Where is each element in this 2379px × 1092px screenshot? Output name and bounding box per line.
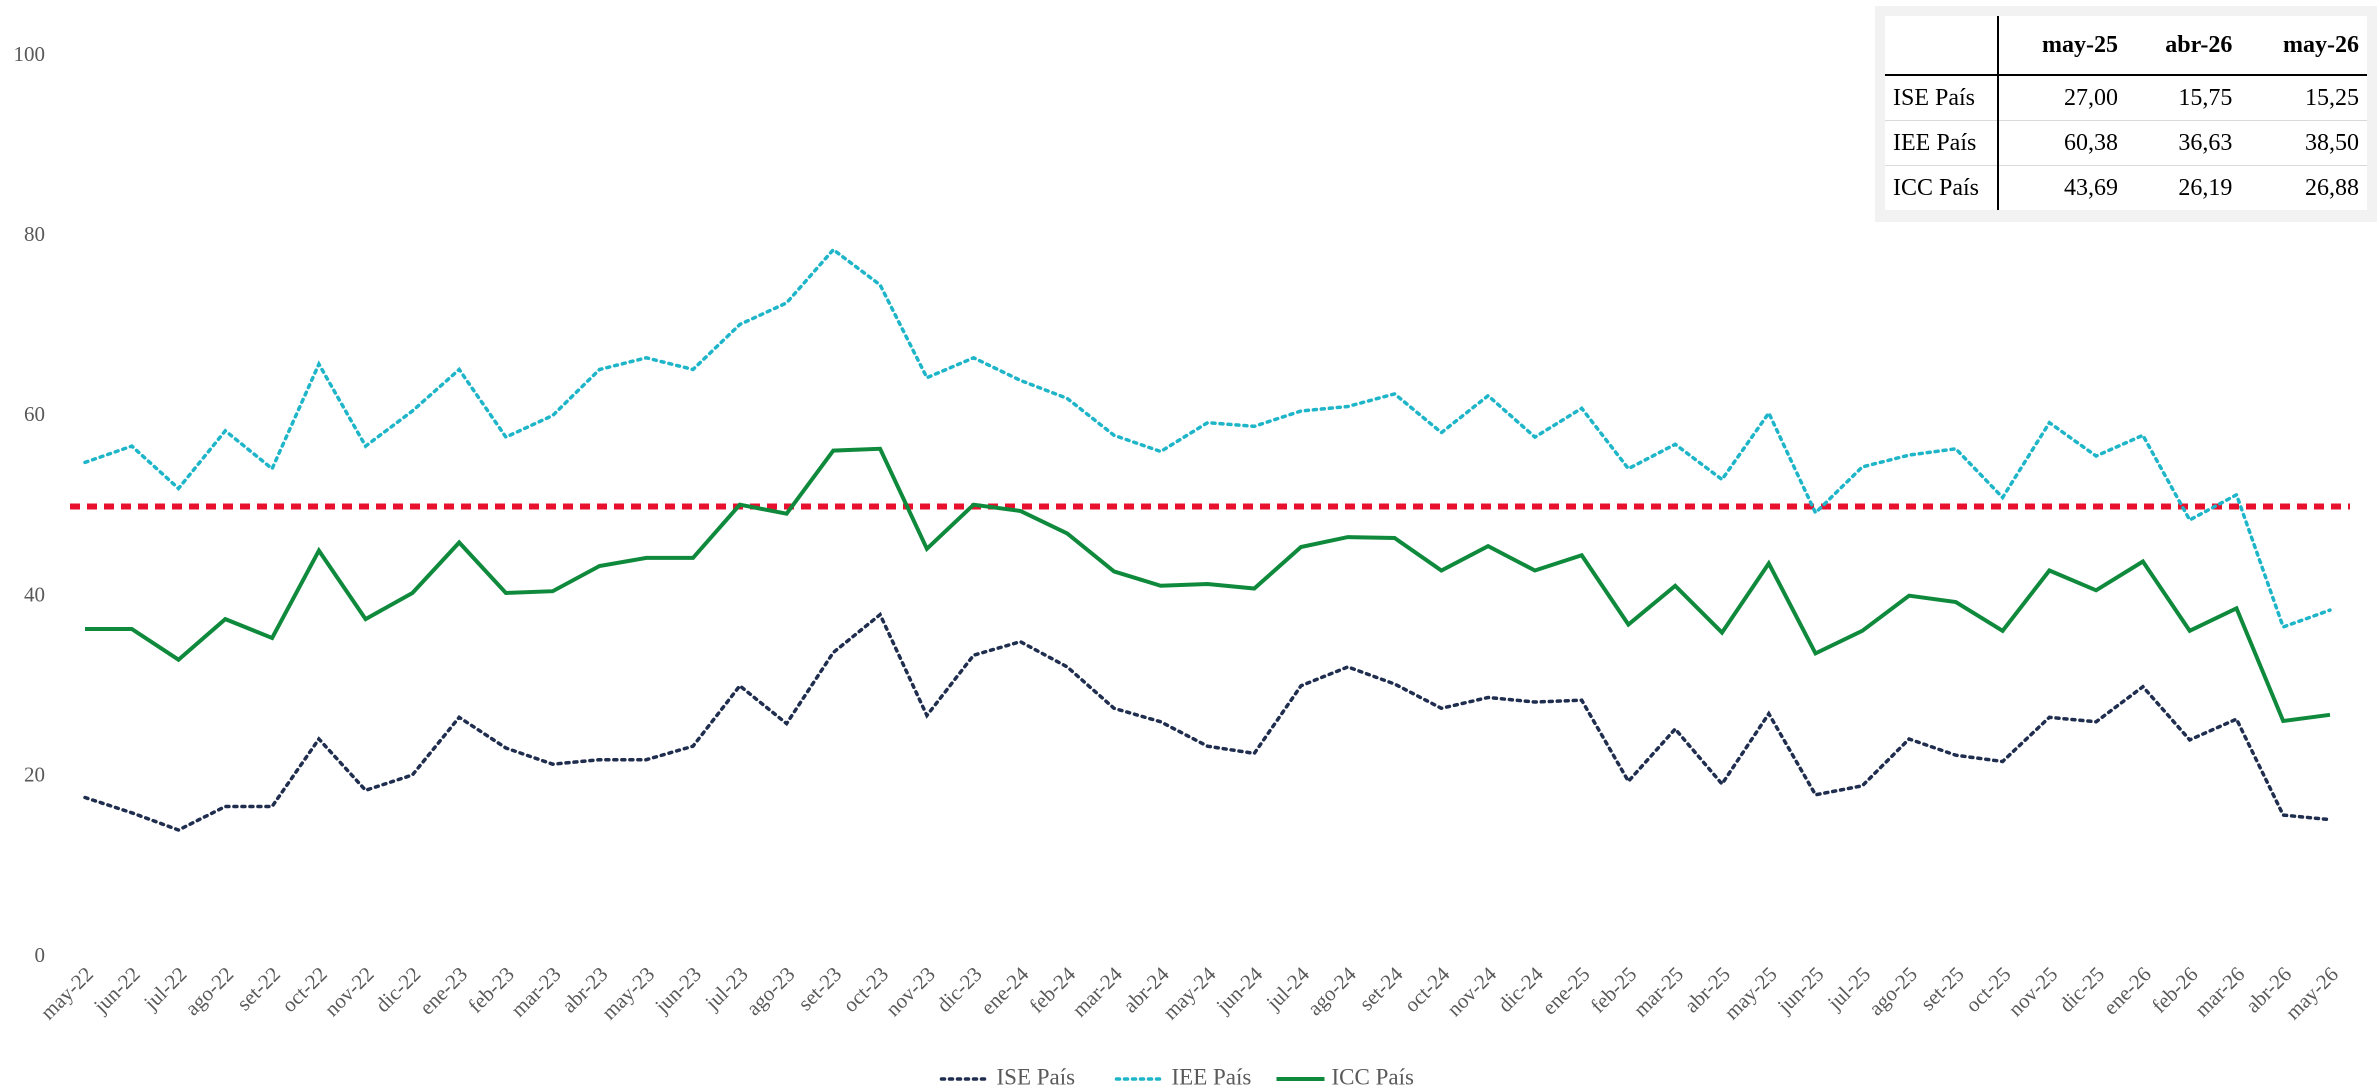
x-tick-label: nov-23 bbox=[881, 962, 940, 1021]
y-tick-label: 0 bbox=[35, 943, 46, 967]
x-tick-label: set-24 bbox=[1354, 962, 1408, 1016]
series-line bbox=[85, 446, 2331, 724]
table-row: IEE País 60,38 36,63 38,50 bbox=[1885, 120, 2367, 166]
series-line bbox=[83, 247, 2332, 630]
x-tick-label: dic-23 bbox=[932, 962, 987, 1017]
x-tick-label: may-23 bbox=[597, 962, 659, 1024]
x-tick-label: jun-22 bbox=[88, 962, 144, 1018]
summary-table: may-25 abr-26 may-26 ISE País 27,00 15,75 15,… bbox=[1885, 16, 2367, 210]
x-tick-label: ago-22 bbox=[180, 962, 238, 1020]
y-tick-label: 100 bbox=[14, 42, 46, 66]
x-tick-label: jun-23 bbox=[650, 962, 706, 1018]
row-header: ISE País bbox=[1885, 75, 1999, 121]
column-header: may-26 bbox=[2240, 16, 2367, 76]
table-cell: 27,00 bbox=[2063, 84, 2118, 111]
x-tick-label: set-23 bbox=[793, 962, 846, 1015]
y-tick-label: 40 bbox=[24, 582, 45, 606]
table-cell: 15,25 bbox=[2305, 84, 2359, 111]
x-tick-label: mar-25 bbox=[1629, 962, 1689, 1022]
x-tick-label: dic-25 bbox=[2054, 962, 2109, 1017]
table-cell: 38,50 bbox=[2240, 120, 2367, 166]
x-tick-label: mar-24 bbox=[1067, 962, 1127, 1022]
x-tick-label: may-26 bbox=[2281, 962, 2343, 1024]
row-header: ICC País bbox=[1885, 165, 1999, 210]
header-row: may-25 abr-26 may-26 bbox=[1885, 16, 2367, 76]
x-tick-label: jun-25 bbox=[1772, 962, 1828, 1018]
table-row: ICC País 43,69 26,19 26,88 bbox=[1885, 165, 2367, 210]
series-line bbox=[83, 611, 2332, 832]
table-cell: 26,88 bbox=[2240, 165, 2367, 210]
corner-cell bbox=[1885, 16, 1999, 76]
x-tick-label: ago-25 bbox=[1864, 962, 1922, 1020]
x-tick-label: jun-24 bbox=[1211, 962, 1268, 1019]
x-tick-label: nov-24 bbox=[1442, 962, 1501, 1021]
table-cell: 36,63 bbox=[2125, 120, 2241, 166]
table-cell: 26,19 bbox=[2125, 165, 2241, 210]
x-tick-label: ago-24 bbox=[1303, 962, 1362, 1021]
x-tick-label: mar-23 bbox=[506, 962, 566, 1022]
legend-label: IEE País bbox=[1172, 1064, 1252, 1089]
x-tick-label: ene-23 bbox=[415, 962, 472, 1019]
table-cell: 60,38 bbox=[1998, 120, 2126, 166]
column-header: abr-26 bbox=[2125, 16, 2241, 76]
y-tick-label: 20 bbox=[24, 763, 45, 787]
legend-label: ISE País bbox=[997, 1064, 1076, 1089]
summary-table-panel: may-25 abr-26 may-26 ISE País 27,00 15,75 15,… bbox=[1875, 6, 2377, 222]
legend-label: ICC País bbox=[1332, 1064, 1414, 1089]
y-tick-label: 60 bbox=[24, 402, 45, 426]
x-tick-label: nov-25 bbox=[2003, 962, 2062, 1021]
x-tick-label: nov-22 bbox=[320, 962, 379, 1021]
x-tick-label: dic-24 bbox=[1493, 962, 1548, 1017]
table-cell: 43,69 bbox=[1998, 165, 2126, 210]
x-tick-label: ene-25 bbox=[1537, 962, 1594, 1019]
x-tick-label: may-22 bbox=[36, 962, 98, 1024]
row-header: IEE País bbox=[1885, 120, 1999, 166]
x-tick-label: dic-22 bbox=[370, 962, 425, 1017]
x-tick-label: ene-26 bbox=[2098, 962, 2155, 1019]
x-tick-label: set-25 bbox=[1916, 962, 1969, 1015]
x-tick-label: ene-24 bbox=[976, 962, 1034, 1020]
table-cell: 15,75 bbox=[2178, 84, 2233, 111]
x-tick-label: may-25 bbox=[1719, 962, 1781, 1024]
x-tick-label: set-22 bbox=[232, 962, 285, 1015]
x-tick-label: mar-26 bbox=[2190, 962, 2250, 1022]
x-tick-label: may-24 bbox=[1158, 962, 1221, 1025]
x-tick-label: ago-23 bbox=[741, 962, 799, 1020]
column-header: may-25 bbox=[1998, 16, 2126, 76]
table-row: ISE País 27,00 15,75 15,25 bbox=[1885, 75, 2367, 121]
y-tick-label: 80 bbox=[24, 222, 45, 246]
